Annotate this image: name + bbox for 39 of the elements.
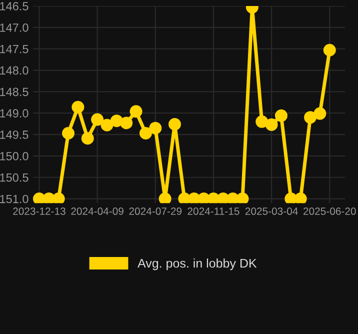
- x-tick-label: 2023-12-13: [13, 208, 66, 215]
- point: [314, 107, 326, 120]
- x-tick-label: 2025-06-20: [304, 208, 356, 215]
- point: [188, 192, 200, 204]
- point: [158, 192, 172, 204]
- y-tick-label: 148.5: [0, 88, 28, 96]
- point: [274, 109, 288, 122]
- y-tick-label: 147.5: [0, 45, 28, 54]
- y-tick-label: 146.5: [0, 2, 28, 10]
- y-tick-label: 149.5: [0, 130, 28, 139]
- point: [304, 111, 317, 124]
- point: [120, 116, 133, 130]
- x-tick-label: 2024-07-29: [129, 208, 182, 215]
- x-tick-label: 2024-04-09: [71, 208, 124, 215]
- point: [149, 122, 162, 134]
- y-tick-label: 147.0: [0, 23, 28, 32]
- y-tick-label: 149.0: [0, 109, 28, 118]
- point: [323, 44, 336, 56]
- point: [52, 192, 65, 204]
- point: [256, 115, 268, 128]
- point: [168, 118, 181, 130]
- y-tick-label: 150.5: [0, 173, 28, 182]
- point: [110, 114, 123, 128]
- x-tick-label: 2025-03-04: [245, 208, 298, 215]
- point: [294, 192, 307, 204]
- point: [62, 126, 75, 140]
- point: [91, 113, 104, 126]
- y-tick-label: 148.0: [0, 66, 28, 75]
- y-tick-label: 150.0: [0, 152, 28, 160]
- point: [100, 118, 114, 132]
- point: [265, 118, 278, 131]
- y-tick-label: 151.0: [0, 194, 28, 204]
- point: [81, 132, 94, 145]
- point: [130, 105, 142, 118]
- point: [72, 100, 84, 114]
- point: [236, 192, 249, 204]
- x-tick-label: 2024-11-15: [188, 208, 240, 215]
- point: [139, 126, 152, 140]
- legend-label: Avg. pos. in lobby DK: [138, 258, 257, 270]
